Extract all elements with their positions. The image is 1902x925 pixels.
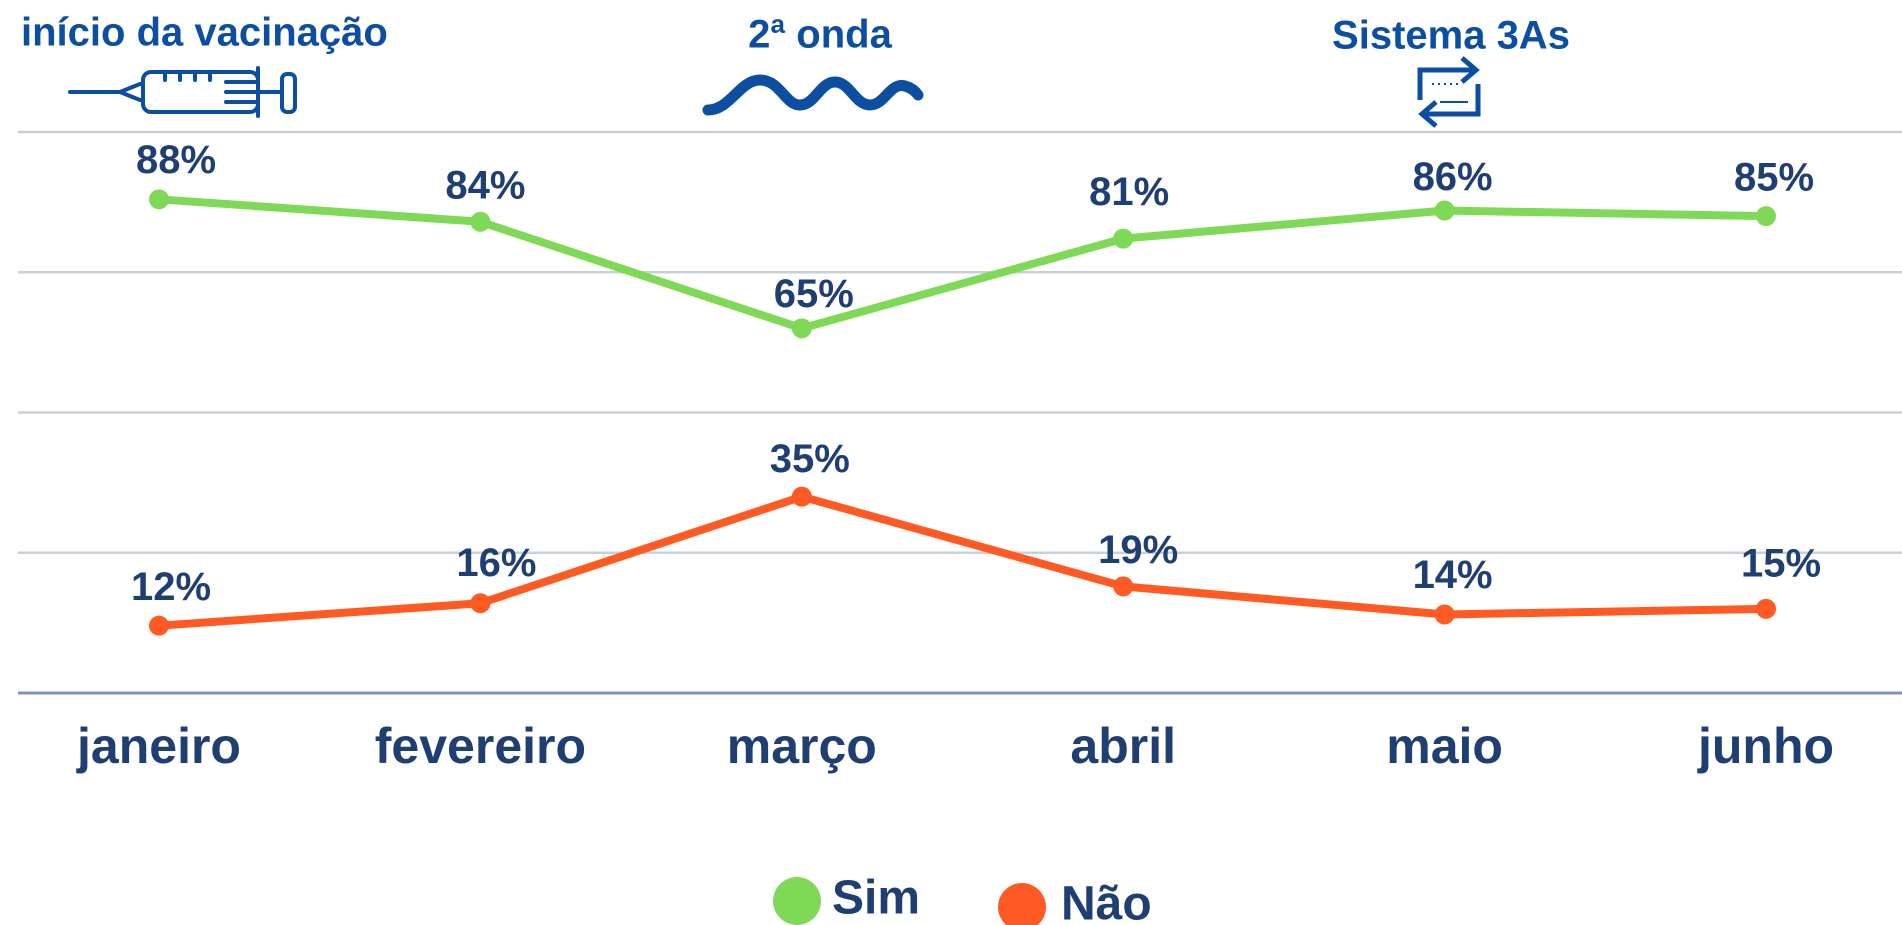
data-point <box>149 189 169 210</box>
data-label: 84% <box>445 163 525 207</box>
wave-icon <box>702 74 924 116</box>
data-label: 81% <box>1089 170 1169 214</box>
legend-swatch <box>773 877 821 925</box>
data-label: 14% <box>1413 553 1493 597</box>
data-point <box>1756 206 1776 227</box>
x-tick-label: abril <box>1070 718 1176 774</box>
data-point <box>1756 598 1776 619</box>
data-point <box>791 318 812 339</box>
data-label: 86% <box>1413 155 1493 199</box>
data-label: 12% <box>131 565 211 609</box>
data-label: 85% <box>1734 156 1814 200</box>
data-point <box>1434 604 1455 625</box>
data-point <box>149 615 169 636</box>
data-point <box>470 593 491 614</box>
data-label: 15% <box>1741 541 1821 585</box>
data-point <box>1113 576 1134 597</box>
x-tick-label: maio <box>1386 718 1503 774</box>
cycle-icon <box>1417 56 1481 128</box>
syringe-icon <box>68 66 297 118</box>
legend-swatch <box>998 883 1046 925</box>
data-point <box>1113 228 1134 249</box>
annotation: Sistema 3As <box>1332 14 1570 58</box>
x-tick-label: junho <box>1697 718 1834 774</box>
annotation: início da vacinação <box>21 11 388 55</box>
data-point <box>791 486 812 507</box>
data-label: 35% <box>770 437 850 481</box>
x-tick-label: fevereiro <box>375 718 586 774</box>
data-point <box>1434 200 1455 221</box>
data-label: 16% <box>456 541 536 585</box>
series-line <box>158 492 1767 630</box>
legend-label: Sim <box>832 872 920 925</box>
data-label: 19% <box>1098 528 1178 572</box>
data-label: 65% <box>774 272 854 316</box>
x-tick-label: março <box>727 718 877 774</box>
x-tick-label: janeiro <box>76 718 241 774</box>
data-label: 88% <box>136 138 216 182</box>
annotation: 2ª onda <box>748 13 892 57</box>
series-line <box>158 195 1767 333</box>
legend-label: Não <box>1061 878 1152 925</box>
data-point <box>470 211 491 232</box>
